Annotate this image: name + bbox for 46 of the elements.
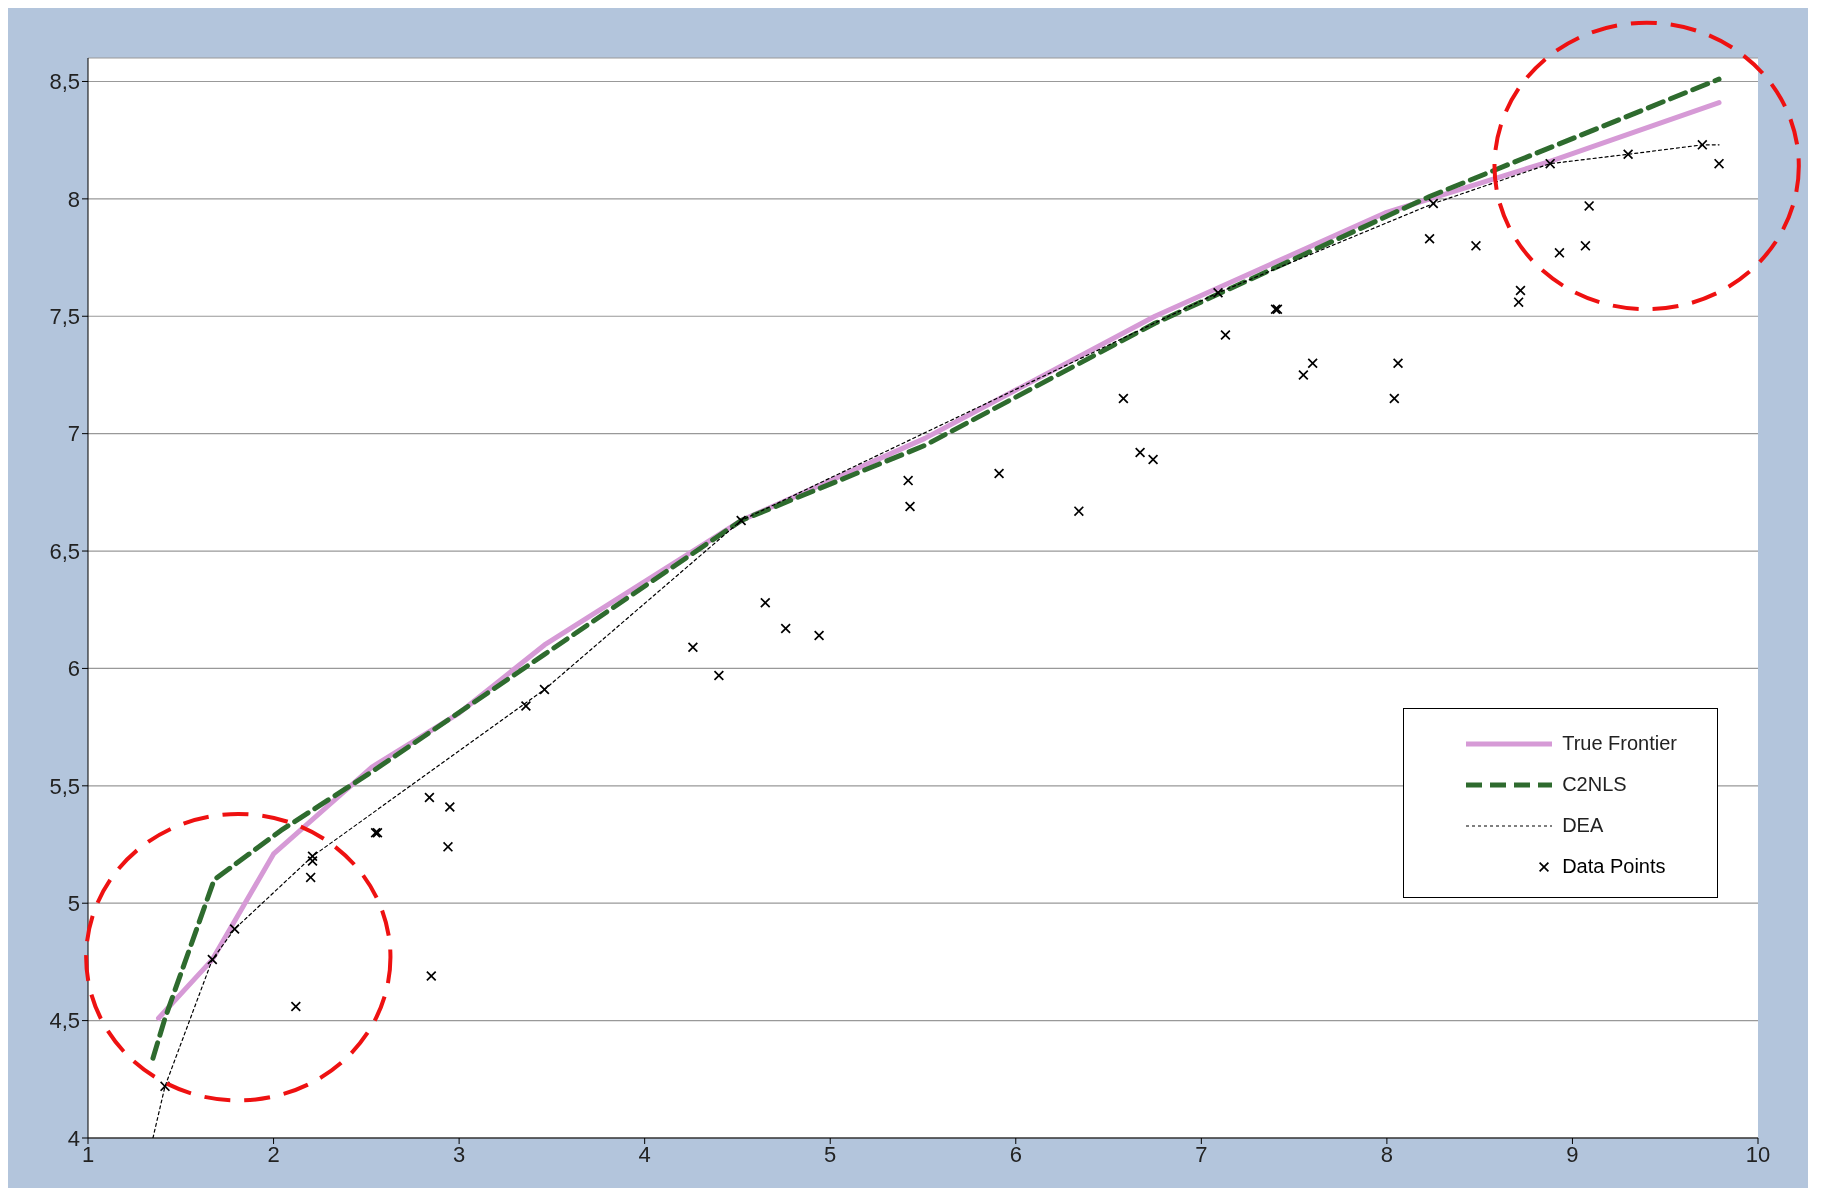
y-tick-label: 8,5 [49, 69, 80, 95]
point [1213, 287, 1224, 298]
x-tick-label: 2 [267, 1141, 280, 1167]
point [1545, 158, 1556, 169]
y-tick-label: 6 [67, 656, 80, 682]
x-tick-label: 4 [638, 1141, 651, 1167]
x-tick-label: 5 [824, 1141, 837, 1167]
x-tick-label: 10 [1745, 1141, 1771, 1167]
legend-label: C2NLS [1562, 773, 1627, 796]
y-tick-label: 7,5 [49, 304, 80, 330]
legend-label: True Frontier [1562, 732, 1677, 755]
point [1623, 149, 1634, 160]
point [1073, 506, 1084, 517]
y-tick-label: 4,5 [49, 1008, 80, 1034]
point [1118, 393, 1129, 404]
point [1470, 240, 1481, 251]
y-tick-label: 4 [67, 1125, 80, 1151]
point [760, 597, 771, 608]
point [1697, 139, 1708, 150]
point [442, 841, 453, 852]
x-tick-label: 1 [81, 1141, 95, 1167]
legend-label: Data Points [1562, 855, 1666, 878]
point [520, 701, 531, 711]
point [424, 792, 435, 803]
point [1584, 200, 1595, 211]
x-tick-label: 3 [452, 1141, 466, 1167]
point [1307, 358, 1318, 369]
point [1389, 393, 1400, 404]
y-tick-label: 5,5 [49, 773, 80, 799]
y-tick-label: 5 [67, 891, 80, 917]
point [444, 801, 455, 812]
x-tick-label: 7 [1195, 1141, 1208, 1167]
point [305, 872, 316, 883]
x-tick-label: 9 [1566, 1141, 1579, 1167]
point [207, 954, 218, 965]
x-tick-label: 8 [1380, 1141, 1394, 1167]
y-tick-label: 8 [67, 186, 80, 212]
point [1393, 358, 1404, 369]
point [780, 623, 791, 634]
point [539, 684, 550, 695]
legend-label: DEA [1562, 814, 1604, 837]
x-tick-label: 6 [1009, 1141, 1022, 1167]
point [1428, 198, 1439, 209]
point [1515, 285, 1526, 296]
y-tick-label: 6,5 [49, 538, 80, 564]
y-tick-label: 7 [67, 421, 80, 447]
